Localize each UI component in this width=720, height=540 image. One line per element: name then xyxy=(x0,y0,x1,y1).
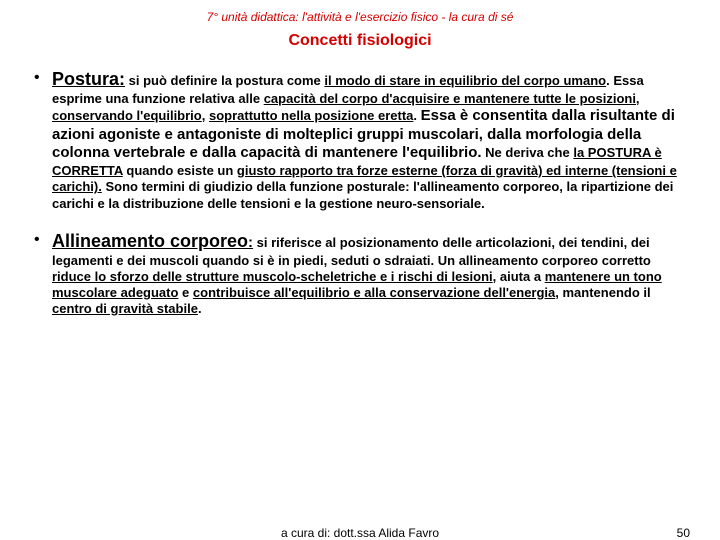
text: il modo di stare in equilibrio del corpo… xyxy=(324,73,606,88)
unit-header: 7° unità didattica: l'attività e l'eserc… xyxy=(30,10,690,24)
text: soprattutto nella posizione eretta xyxy=(209,108,413,123)
list-item: Allineamento corporeo: si riferisce al p… xyxy=(30,230,690,318)
text: e xyxy=(178,285,192,300)
page-number: 50 xyxy=(677,526,690,540)
text: , aiuta a xyxy=(493,269,545,284)
footer-author: a cura di: dott.ssa Alida Favro xyxy=(0,526,720,540)
text: si riferisce al xyxy=(253,235,340,250)
text: riduce lo sforzo delle strutture muscolo… xyxy=(52,269,493,284)
text: si può definire la postura come xyxy=(125,73,324,88)
text: centro di gravità stabile xyxy=(52,301,198,316)
page-title: Concetti fisiologici xyxy=(30,32,690,50)
text: Un allineamento corporeo corretto xyxy=(434,253,651,268)
text: . xyxy=(413,108,420,123)
text: . xyxy=(198,301,202,316)
text: contribuisce all'equilibrio e alla conse… xyxy=(193,285,555,300)
term-allineamento: Allineamento corporeo xyxy=(52,231,248,251)
text: , mantenendo il xyxy=(555,285,650,300)
text: quando esiste un xyxy=(123,163,237,178)
slide-page: 7° unità didattica: l'attività e l'eserc… xyxy=(0,0,720,540)
text: , xyxy=(202,108,209,123)
content-list: Postura: si può definire la postura come… xyxy=(30,68,690,318)
text: Ne deriva che xyxy=(482,145,574,160)
term-postura: Postura: xyxy=(52,69,125,89)
text: Sono termini di giudizio della funzione … xyxy=(52,179,673,210)
list-item: Postura: si può definire la postura come… xyxy=(30,68,690,212)
